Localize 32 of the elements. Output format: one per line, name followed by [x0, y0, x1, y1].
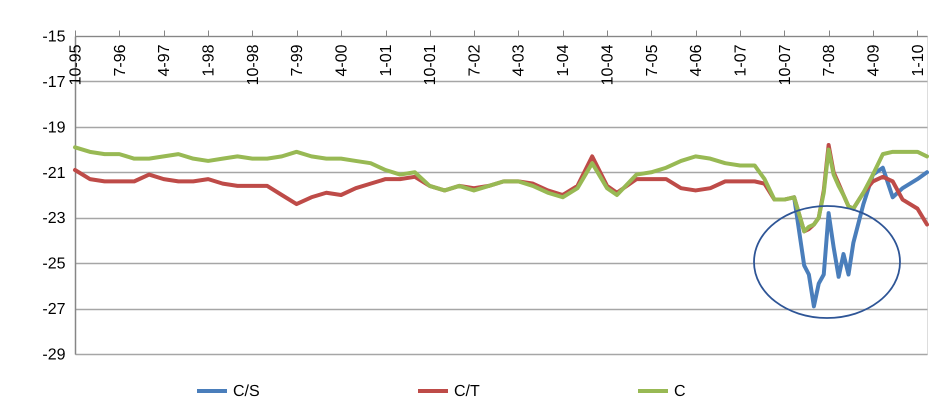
x-tick-label: 4-06	[688, 44, 706, 77]
x-tick-label: 10-95	[68, 44, 84, 86]
x-tick-label: 10-01	[422, 44, 440, 86]
line-series	[792, 166, 929, 308]
x-tick-label: 4-03	[510, 44, 528, 77]
y-tick-label: -27	[42, 301, 66, 318]
x-tick-label: 7-02	[466, 44, 484, 77]
x-tick-label: 10-07	[776, 44, 794, 86]
x-tick-label: 10-98	[244, 44, 262, 86]
x-tick-label: 1-98	[200, 44, 218, 77]
y-tick-label: -29	[42, 346, 66, 364]
x-tick-label: 7-99	[289, 44, 306, 77]
y-tick-label: -25	[42, 256, 66, 273]
x-tick-label: 1-07	[732, 44, 750, 77]
x-tick-label: 4-09	[865, 44, 882, 77]
x-tick-label: 7-08	[821, 44, 838, 77]
legend-label: C	[674, 383, 686, 400]
legend-label: C/T	[454, 383, 480, 400]
y-tick-label: -21	[42, 164, 66, 182]
x-tick-label: 1-04	[555, 44, 572, 77]
x-tick-label: 1-01	[378, 44, 396, 77]
x-tick-label: 4-97	[156, 44, 174, 77]
legend-label: C/S	[233, 383, 260, 400]
x-tick-label: 1-10	[910, 44, 927, 77]
x-tick-label: 4-00	[334, 44, 351, 77]
x-tick-label: 7-96	[112, 44, 129, 77]
y-tick-label: -17	[42, 74, 66, 91]
y-tick-label: -23	[42, 210, 66, 228]
y-tick-label: -15	[42, 28, 66, 46]
x-tick-label: 7-05	[644, 44, 661, 77]
y-tick-label: -19	[42, 119, 66, 136]
x-tick-label: 10-04	[600, 44, 617, 86]
